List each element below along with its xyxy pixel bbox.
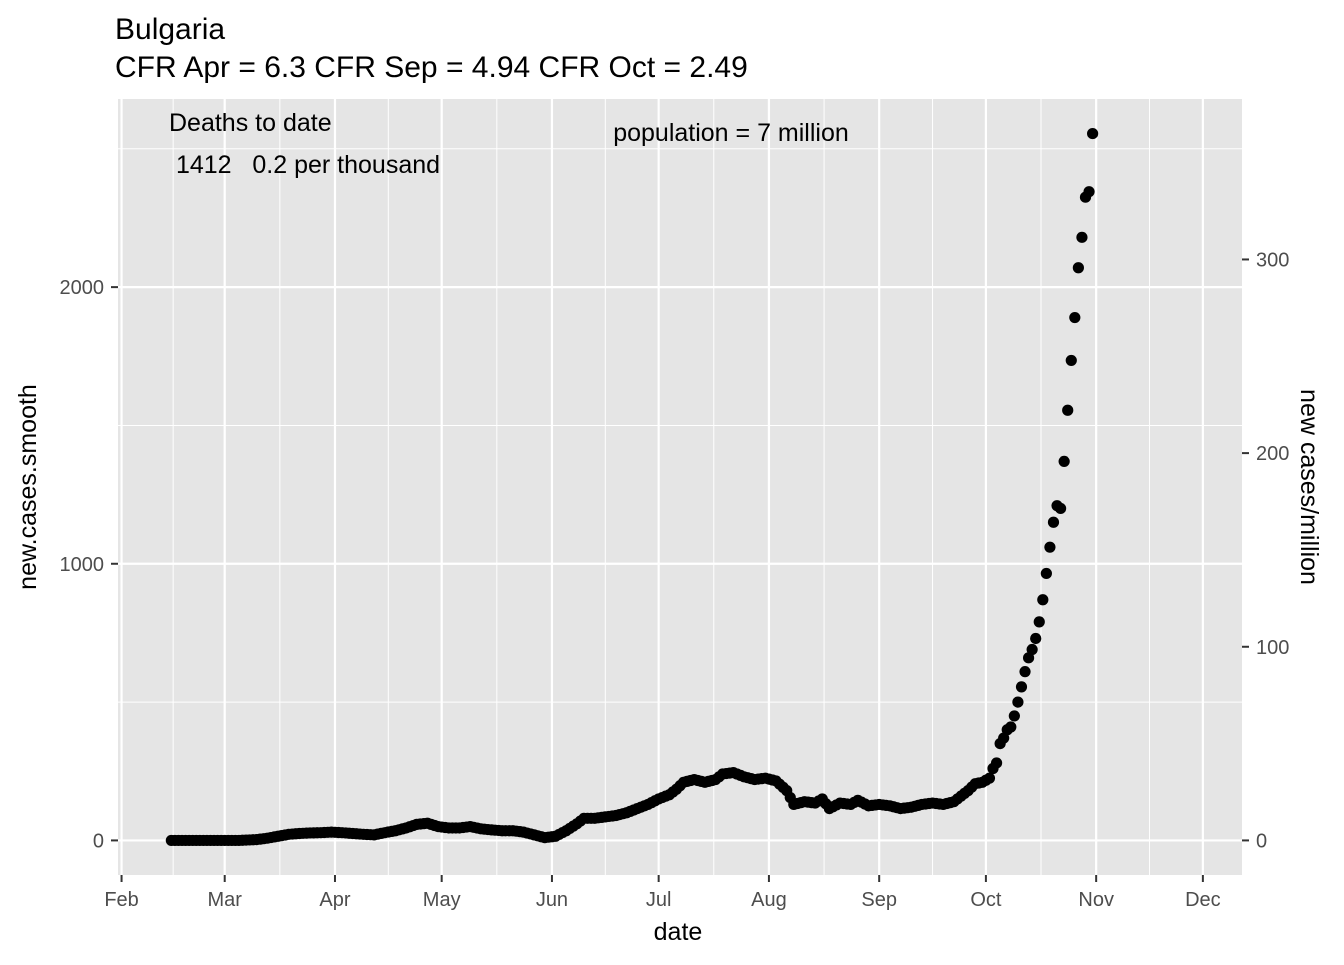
data-point bbox=[1072, 262, 1084, 274]
y-tick-label: 0 bbox=[93, 830, 104, 852]
data-point bbox=[1076, 231, 1088, 243]
x-tick-label: Apr bbox=[319, 889, 350, 911]
deaths-value: 1412 0.2 per thousand bbox=[169, 151, 440, 179]
data-point bbox=[1065, 354, 1077, 367]
data-point bbox=[1019, 666, 1031, 678]
data-point bbox=[1033, 616, 1045, 628]
data-point bbox=[1037, 594, 1049, 606]
y2-tick-label: 200 bbox=[1256, 443, 1289, 465]
data-point bbox=[1015, 681, 1028, 693]
y2-tick-label: 0 bbox=[1256, 830, 1267, 852]
x-tick-label: May bbox=[423, 889, 461, 911]
x-axis-label: date bbox=[654, 918, 703, 946]
y2-tick-label: 300 bbox=[1256, 249, 1289, 271]
data-point bbox=[1012, 696, 1024, 708]
x-tick-label: Aug bbox=[751, 889, 787, 911]
data-point bbox=[990, 757, 1003, 769]
chart-subtitle: CFR Apr = 6.3 CFR Sep = 4.94 CFR Oct = 2… bbox=[115, 51, 748, 84]
y2-axis: 0 100 200 300 bbox=[1242, 249, 1289, 852]
x-tick-label: Feb bbox=[104, 889, 138, 911]
data-point bbox=[1083, 186, 1095, 198]
plot-panel bbox=[118, 99, 1242, 875]
y2-tick-label: 100 bbox=[1256, 637, 1289, 659]
data-point bbox=[983, 772, 996, 784]
data-point bbox=[1026, 643, 1038, 656]
chart-title: Bulgaria bbox=[115, 13, 225, 46]
x-tick-label: Mar bbox=[207, 889, 242, 911]
data-point bbox=[1030, 632, 1042, 645]
data-point bbox=[1069, 311, 1081, 324]
data-point bbox=[1047, 516, 1060, 528]
y-tick-label: 1000 bbox=[60, 554, 105, 576]
x-tick-label: Jun bbox=[536, 889, 568, 911]
y2-axis-label: new cases/million bbox=[1295, 389, 1323, 585]
x-tick-label: Oct bbox=[970, 889, 1002, 911]
x-axis: Feb Mar Apr May Jun Jul Aug Sep Oct Nov Dec bbox=[104, 875, 1221, 911]
data-point bbox=[1087, 127, 1099, 140]
x-tick-label: Jul bbox=[646, 889, 672, 911]
data-point bbox=[1008, 710, 1020, 722]
x-tick-label: Dec bbox=[1185, 889, 1221, 911]
y-axis: 0 1000 2000 bbox=[60, 277, 118, 852]
deaths-heading: Deaths to date bbox=[169, 109, 332, 137]
y-tick-label: 2000 bbox=[60, 277, 105, 299]
data-point bbox=[1054, 502, 1067, 515]
y-axis-label: new.cases.smooth bbox=[14, 384, 42, 590]
data-point bbox=[1062, 404, 1074, 416]
population-annotation: population = 7 million bbox=[613, 119, 849, 147]
data-point bbox=[1040, 567, 1052, 580]
grid bbox=[118, 99, 1242, 875]
x-tick-label: Sep bbox=[861, 889, 897, 911]
x-tick-label: Nov bbox=[1078, 889, 1114, 911]
data-point bbox=[1058, 455, 1070, 468]
data-point bbox=[1005, 721, 1017, 733]
data-point bbox=[1044, 541, 1056, 553]
data-points bbox=[165, 127, 1099, 847]
